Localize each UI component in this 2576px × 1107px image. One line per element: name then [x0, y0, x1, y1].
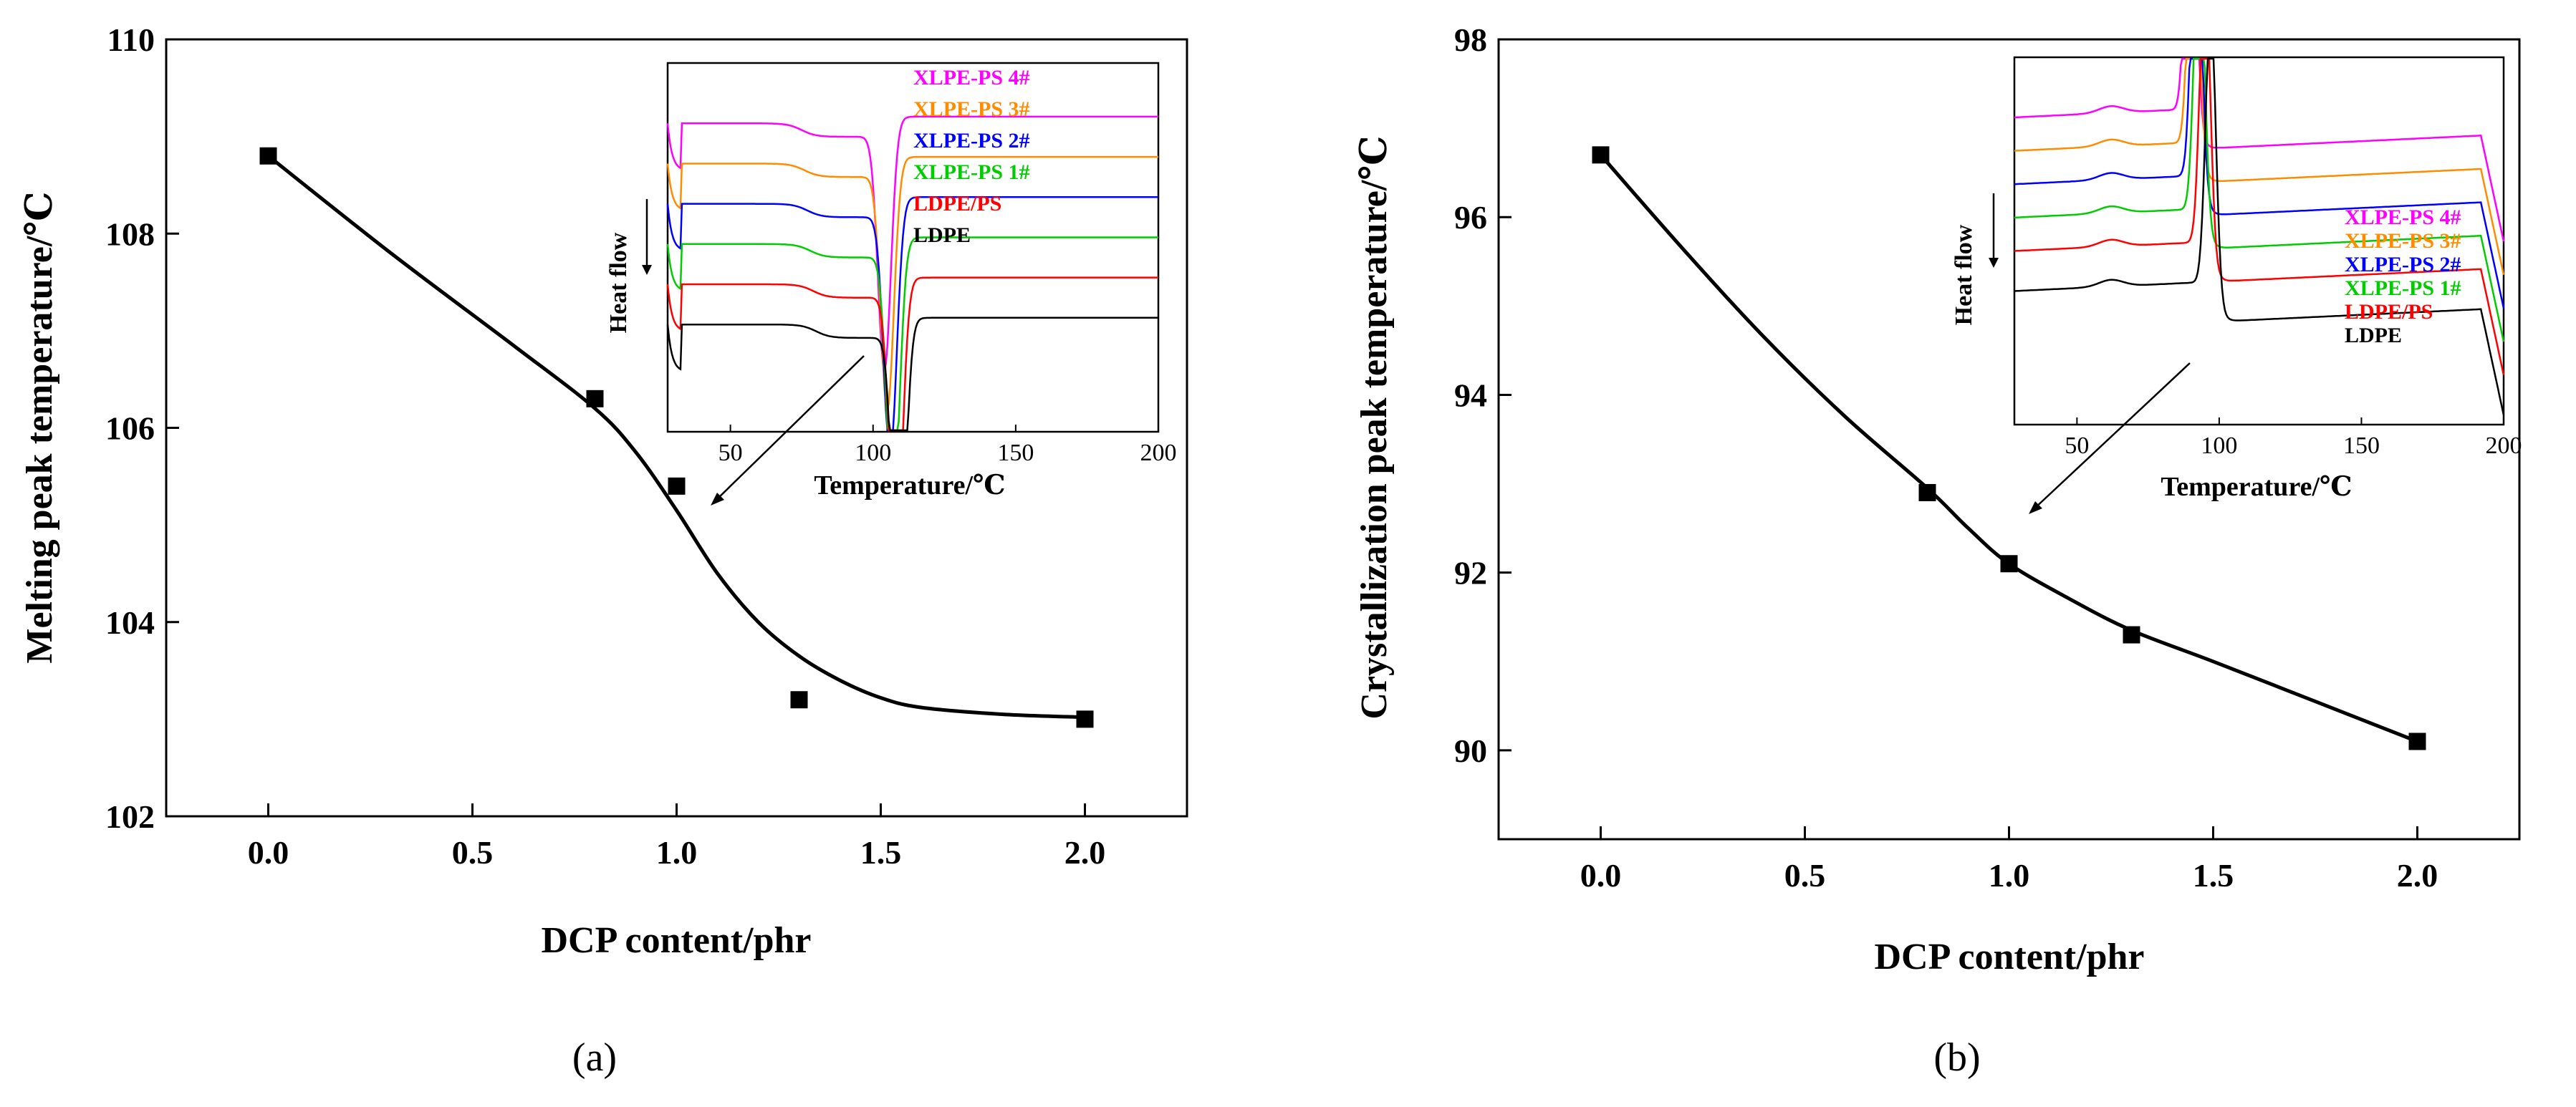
panel-a-data-point: [790, 691, 808, 709]
panel-b-inset-curve: [2014, 57, 2505, 242]
panel-b-inset-curve: [2014, 57, 2505, 309]
panel-a-inset-curve: [666, 276, 1158, 432]
panel-a-inset-legend-entry: XLPE-PS 3#: [913, 97, 1030, 121]
panel-b-pointer-arrow: [2032, 362, 2191, 511]
panel-b-x-tick-label: 2.0: [2397, 857, 2438, 894]
panel-b-inset-frame: [2013, 56, 2505, 426]
panel-b-inset-curves: [2014, 57, 2505, 415]
panel-b-inset-curve: [2014, 57, 2505, 415]
panel-a-y-tick-label: 102: [105, 798, 155, 835]
panel-a: 0.0 0.5 1.0 1.5 2.0 102 104 106 108 110 DCP conte…: [19, 21, 1188, 1080]
panel-b-inset-legend-entry: LDPE/PS: [2345, 300, 2433, 324]
panel-a-inset-x-label: Temperature/℃: [814, 470, 1005, 501]
panel-a-inset-curves: [666, 115, 1158, 432]
panel-a-inset-x-tick-label: 150: [997, 440, 1034, 466]
panel-a-inset-x-tick-label: 100: [855, 440, 891, 466]
panel-a-inset-legend-entry: XLPE-PS 4#: [913, 66, 1030, 90]
panel-b-fit-curve: [1599, 153, 2418, 743]
panel-b-x-tick-label: 1.0: [1989, 857, 2030, 894]
panel-b-y-tick-label: 96: [1454, 199, 1487, 236]
panel-a-fit-curve: [266, 154, 1085, 720]
panel-b-y-tick-label: 98: [1454, 21, 1487, 58]
panel-a-inset-legend-entry: XLPE-PS 1#: [913, 160, 1030, 184]
panel-b-label: (b): [1933, 1035, 1980, 1080]
panel-b: 0.0 0.5 1.0 1.5 2.0 90 92 94 96 98 DCP content/ph…: [1354, 21, 2522, 1080]
panel-a-inset-curve: [666, 115, 1158, 370]
panel-a-pointer-arrowhead: [711, 493, 724, 506]
panel-a-inset-curve: [666, 155, 1158, 411]
panel-a-inset-legend-entry: XLPE-PS 2#: [913, 129, 1030, 153]
panel-a-y-tick-label: 106: [105, 410, 155, 447]
panel-a-inset-x-tick-label: 50: [719, 440, 743, 466]
panel-b-x-tick-label: 0.0: [1580, 857, 1622, 894]
panel-b-inset-x-tick-label: 50: [2065, 432, 2089, 459]
panel-b-inset-curve: [2014, 57, 2505, 342]
panel-b-data-point: [2123, 626, 2140, 644]
panel-b-y-tick-label: 94: [1454, 377, 1487, 413]
panel-b-data-point: [2408, 733, 2426, 750]
panel-b-markers: [1592, 146, 2426, 750]
panel-b-data-point: [1918, 483, 1936, 501]
panel-b-y-tick-label: 90: [1454, 733, 1487, 769]
panel-a-markers: [259, 147, 1094, 728]
panel-a-inset-legend-entry: LDPE/PS: [913, 192, 1001, 216]
panel-a-inset-frame: [666, 62, 1160, 433]
panel-a-data-point: [1076, 710, 1094, 728]
panel-b-data-point: [1592, 146, 1610, 164]
panel-b-inset-x-tick-label: 150: [2343, 432, 2380, 459]
panel-a-heat-flow-arrowhead: [642, 265, 652, 275]
panel-a-inset-curve: [666, 196, 1158, 432]
panel-a-x-label: DCP content/phr: [542, 920, 812, 961]
panel-a-inset-curve: [666, 316, 1158, 432]
panel-b-data-point: [2000, 555, 2018, 573]
panel-b-x-tick-label: 1.5: [2193, 857, 2234, 894]
panel-a-data-point: [259, 147, 277, 165]
panel-b-inset-curve: [2014, 57, 2505, 375]
panel-b-pointer-arrowhead: [2029, 501, 2042, 514]
panel-a-inset-x-tick-label: 200: [1140, 440, 1177, 466]
panel-a-inset-y-label: Heat flow: [605, 232, 632, 333]
panel-b-inset-x-label: Temperature/℃: [2161, 472, 2352, 502]
panel-a-label: (a): [572, 1035, 617, 1080]
panel-b-inset-curve: [2014, 57, 2505, 275]
panel-b-x-tick-label: 0.5: [1784, 857, 1826, 894]
panel-a-inset: XLPE-PS 4# XLPE-PS 3# XLPE-PS 2# XLPE-PS 1#…: [605, 62, 1177, 506]
panel-a-y-tick-label: 108: [105, 216, 155, 252]
panel-b-inset-x-tick-label: 100: [2201, 432, 2237, 459]
panel-a-ticks: 0.0 0.5 1.0 1.5 2.0 102 104 106 108 110: [105, 21, 1105, 871]
panel-a-inset-legend: XLPE-PS 4# XLPE-PS 3# XLPE-PS 2# XLPE-PS 1#…: [913, 66, 1030, 247]
panel-b-inset-x-tick-label: 200: [2486, 432, 2522, 459]
panel-a-data-point: [668, 477, 686, 495]
panel-a-y-tick-label: 110: [107, 21, 155, 58]
panel-a-y-label: Melting peak temperature/℃: [19, 191, 60, 663]
panel-b-x-label: DCP content/phr: [1875, 937, 2145, 977]
panel-a-x-tick-label: 0.5: [452, 834, 494, 871]
panel-b-ticks: 0.0 0.5 1.0 1.5 2.0 90 92 94 96 98: [1454, 21, 2438, 894]
panel-b-inset-legend-entry: XLPE-PS 2#: [2345, 253, 2461, 276]
panel-a-data-point: [586, 390, 604, 407]
panel-a-x-tick-label: 2.0: [1064, 834, 1106, 871]
panel-a-inset-legend-entry: LDPE: [913, 223, 971, 247]
panel-a-inset-ticks: 50 100 150 200: [719, 425, 1177, 466]
panel-a-inset-curve: [666, 236, 1158, 432]
panel-b-inset-legend-entry: XLPE-PS 1#: [2345, 276, 2461, 300]
panel-b-inset-legend-entry: XLPE-PS 4#: [2345, 206, 2461, 229]
panel-b-inset-legend: XLPE-PS 4#XLPE-PS 3#XLPE-PS 2#XLPE-PS 1#…: [2345, 206, 2461, 347]
panel-b-y-tick-label: 92: [1454, 555, 1487, 591]
panel-a-y-tick-label: 104: [105, 604, 155, 641]
panel-a-x-tick-label: 1.5: [860, 834, 902, 871]
panel-b-y-label: Crystallization peak temperature/℃: [1354, 135, 1395, 719]
panel-b-inset: XLPE-PS 4#XLPE-PS 3#XLPE-PS 2#XLPE-PS 1#…: [1951, 56, 2522, 514]
panel-a-x-tick-label: 1.0: [656, 834, 698, 871]
panel-a-pointer-arrow: [714, 355, 865, 502]
panel-b-inset-legend-entry: LDPE: [2345, 324, 2402, 347]
panel-b-inset-y-label: Heat flow: [1951, 224, 1977, 325]
panel-b-inset-ticks: 50 100 150 200: [2065, 417, 2522, 459]
panel-b-heat-flow-arrowhead: [1989, 258, 1999, 268]
panel-b-inset-legend-entry: XLPE-PS 3#: [2345, 229, 2461, 253]
panel-a-x-tick-label: 0.0: [248, 834, 289, 871]
